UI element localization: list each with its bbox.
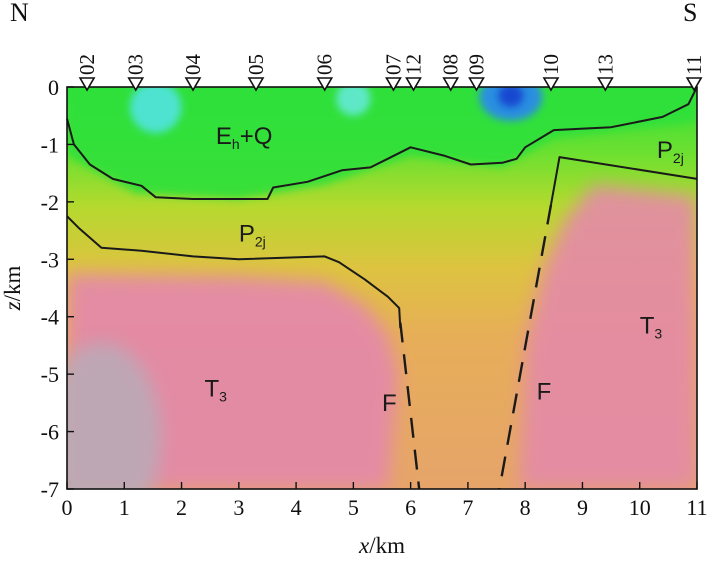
x-tick-label-3: 3 (233, 495, 244, 520)
north-label: N (10, 0, 29, 27)
anomaly-0 (130, 87, 182, 133)
fault-line-1 (498, 204, 553, 490)
y-tick-label-4: -4 (41, 305, 59, 330)
x-tick-label-11: 11 (686, 495, 707, 520)
south-label: S (683, 0, 698, 27)
station-06: 06 (313, 54, 337, 92)
anomaly-1 (336, 87, 371, 116)
station-marker-05 (247, 77, 265, 92)
station-04: 04 (181, 54, 205, 92)
y-tick-label-2: -2 (41, 190, 59, 215)
station-08: 08 (439, 54, 463, 92)
station-10: 10 (539, 54, 563, 92)
x-tick-label-4: 4 (291, 495, 302, 520)
station-09: 09 (465, 54, 489, 92)
station-13: 13 (593, 54, 617, 92)
station-11: 11 (682, 55, 706, 92)
y-tick-label-7: -7 (41, 477, 59, 502)
station-marker-04 (184, 77, 202, 92)
station-07: 07 (381, 54, 405, 92)
station-marker-07 (385, 77, 402, 92)
fault-line-0 (399, 322, 421, 490)
grey-basement-zone (67, 342, 162, 489)
x-tick-label-6: 6 (405, 495, 416, 520)
station-label-02: 02 (75, 54, 99, 75)
x-tick-label-2: 2 (176, 495, 187, 520)
station-marker-02 (78, 77, 96, 92)
x-tick-label-10: 10 (629, 495, 651, 520)
station-marker-09 (468, 77, 485, 92)
station-marker-11 (685, 77, 703, 92)
y-tick-label-5: -5 (41, 362, 59, 387)
y-axis-label: z/km (0, 266, 25, 312)
x-tick-label-9: 9 (577, 495, 588, 520)
x-tick-label-1: 1 (119, 495, 130, 520)
station-label-11: 11 (682, 55, 706, 75)
surface-conductive-band (67, 87, 697, 199)
x-tick-label-0: 0 (62, 495, 73, 520)
station-marker-08 (442, 77, 460, 92)
station-label-06: 06 (313, 54, 337, 75)
east-deep-zone (519, 184, 697, 489)
station-label-04: 04 (181, 54, 205, 76)
station-marker-12 (405, 77, 422, 92)
y-tick-label-0: 0 (48, 75, 59, 100)
boundary-lines (66, 86, 698, 490)
station-marker-10 (542, 77, 560, 92)
y-tick-label-1: -1 (41, 132, 59, 157)
station-label-13: 13 (593, 54, 617, 75)
station-label-03: 03 (124, 54, 148, 75)
boundary-line-1 (550, 156, 698, 205)
boundary-line-2 (66, 215, 402, 329)
y-tick-label-6: -6 (41, 420, 59, 445)
x-axis-label: x/km (358, 533, 405, 558)
station-marker-03 (127, 77, 145, 92)
station-03: 03 (124, 54, 148, 92)
plot-area (67, 87, 697, 489)
axes: 0 1 2 3 4 5 6 7 8 9 10 11 0 -1 -2 -3 -4 -5 -6 -7 x/km z/km (0, 75, 708, 558)
station-label-12: 12 (402, 54, 426, 75)
station-label-09: 09 (465, 54, 489, 75)
station-marker-13 (596, 77, 614, 92)
unit-label-1: P2j (657, 137, 684, 166)
station-12: 12 (402, 54, 426, 92)
station-marker-06 (316, 77, 334, 92)
station-05: 05 (244, 54, 268, 92)
anomaly-3 (498, 87, 524, 108)
boundary-line-0 (66, 86, 698, 200)
x-tick-label-7: 7 (462, 495, 473, 520)
plot-frame (66, 86, 698, 490)
x-tick-label-5: 5 (348, 495, 359, 520)
unit-label-6: F (537, 378, 552, 405)
station-label-07: 07 (381, 54, 405, 75)
unit-label-0: Eh+Q (216, 123, 273, 152)
station-label-10: 10 (539, 54, 563, 75)
unit-label-5: F (382, 390, 397, 417)
x-tick-label-8: 8 (520, 495, 531, 520)
station-02: 02 (75, 54, 99, 92)
y-tick-label-3: -3 (41, 247, 59, 272)
station-label-05: 05 (244, 54, 268, 75)
station-label-08: 08 (439, 54, 463, 75)
